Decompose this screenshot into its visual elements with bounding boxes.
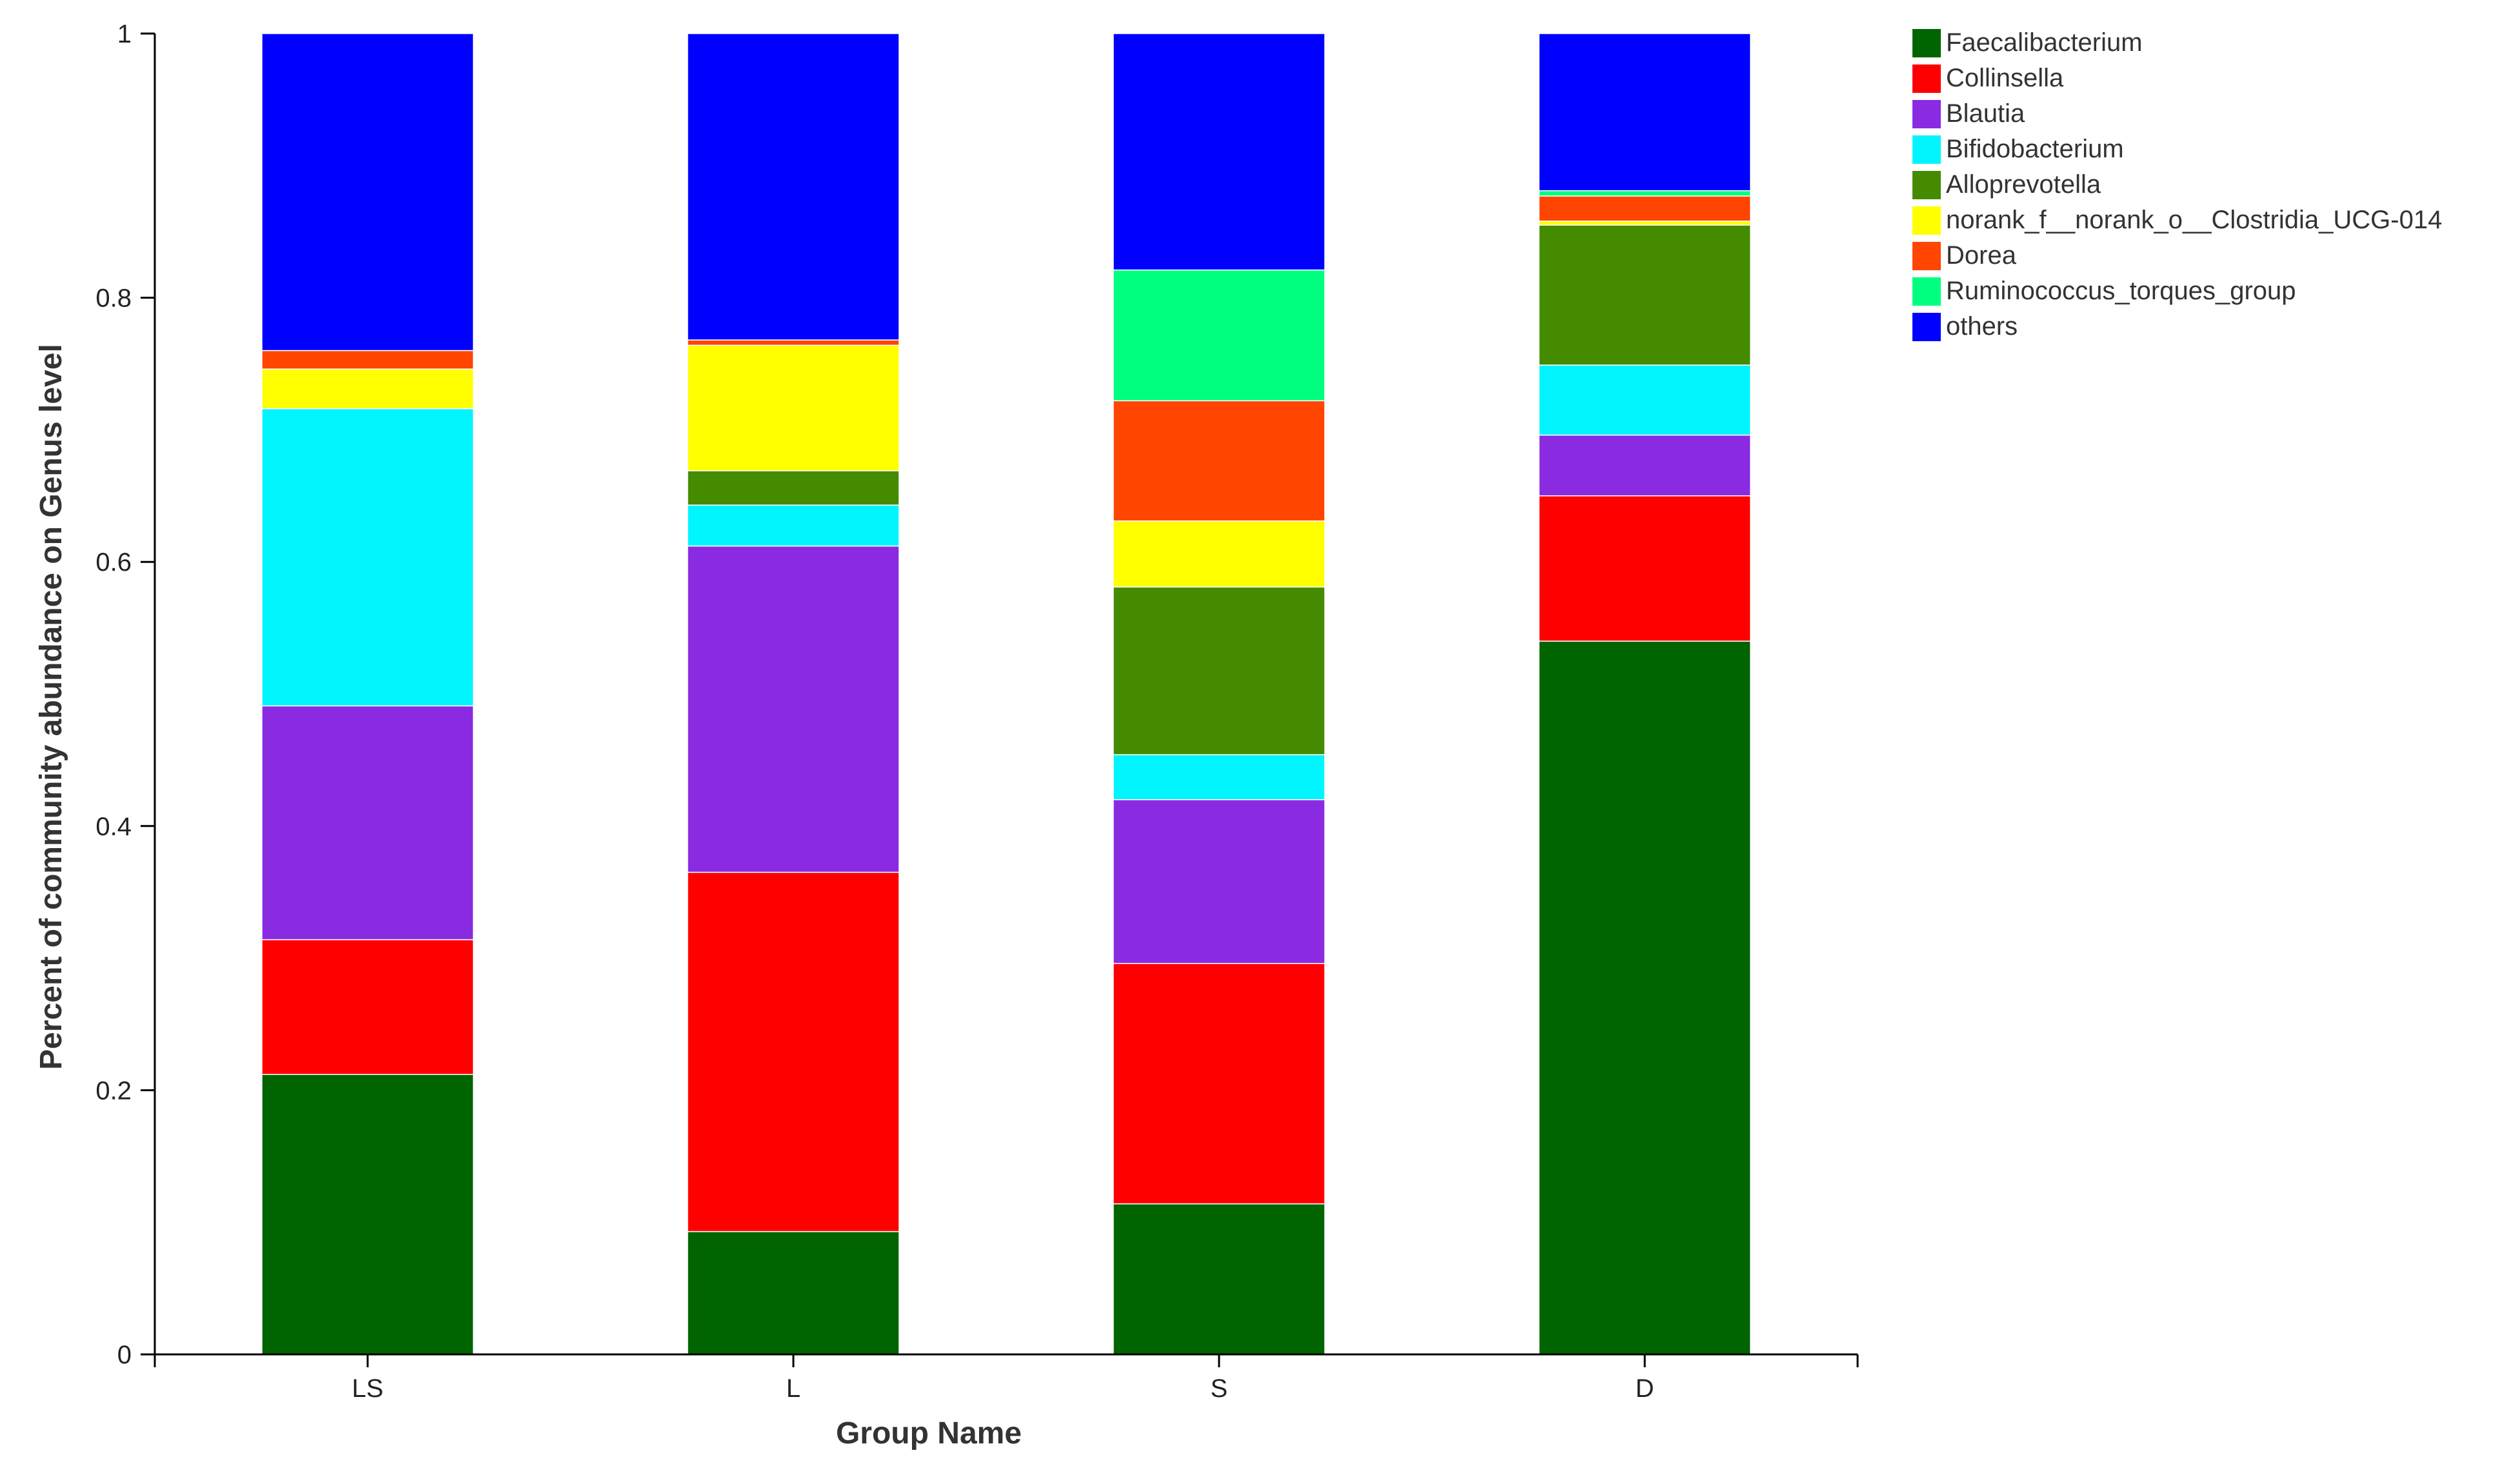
legend-label: Ruminococcus_torques_group [1946,277,2296,305]
legend-label: others [1946,312,2018,341]
y-axis-title: Percent of community abundance on Genus … [34,344,68,1070]
legend-swatch [1912,29,1941,57]
bars [261,33,1751,1355]
x-tick-label: L [786,1374,800,1403]
y-tick-label: 0.6 [95,548,132,577]
bar-segment-L-6 [687,339,900,346]
x-tick-label: S [1211,1374,1228,1403]
x-tick-label: LS [352,1374,384,1403]
y-ticks: 0 0.2 0.4 0.6 0.8 1 [95,20,155,1369]
bar-segment-LS-0 [261,1074,474,1355]
legend-label: Collinsella [1946,64,2064,92]
bar-segment-D-4 [1538,224,1751,366]
bar-segment-D-6 [1538,195,1751,222]
bar-segment-D-1 [1538,495,1751,642]
legend-swatch [1912,277,1941,306]
bar-segment-L-5 [687,344,900,471]
bar-segment-S-3 [1113,754,1325,800]
y-tick-label: 0.2 [95,1076,132,1105]
bar-segment-D-8 [1538,33,1751,192]
y-tick-label: 1 [117,20,132,48]
bar-segment-S-6 [1113,400,1325,522]
legend-swatch [1912,313,1941,341]
legend: Faecalibacterium Collinsella Blautia Bifido… [1912,28,2442,341]
bar-segment-LS-3 [261,408,474,707]
x-ticks: LS L S D [154,1354,1859,1403]
legend-swatch [1912,100,1941,128]
axes: 00.20.40.60.81 LS L S D [95,20,1859,1403]
legend-label: Blautia [1946,99,2025,128]
x-tick-label: D [1636,1374,1654,1403]
bar-segment-D-5 [1538,221,1751,226]
bar-segment-L-8 [687,33,900,341]
legend-label: norank_f__norank_o__Clostridia_UCG-014 [1946,206,2442,234]
legend-label: Dorea [1946,241,2017,270]
legend-swatch [1912,135,1941,164]
y-tick-label: 0.4 [95,813,132,841]
bar-segment-S-1 [1113,963,1325,1205]
bar-segment-S-0 [1113,1203,1325,1355]
y-tick-label: 0.8 [95,284,132,313]
bar-segment-D-0 [1538,640,1751,1355]
bar-segment-S-5 [1113,520,1325,588]
bar-segment-S-4 [1113,586,1325,755]
bar-segment-L-2 [687,545,900,873]
bar-segment-D-3 [1538,364,1751,436]
legend-swatch [1912,206,1941,235]
bar-segment-LS-8 [261,33,474,351]
y-tick-label: 0 [117,1341,132,1369]
legend-swatch [1912,171,1941,199]
legend-label: Bifidobacterium [1946,135,2124,163]
bar-segment-LS-6 [261,350,474,370]
bar-segment-D-7 [1538,190,1751,197]
bar-segment-S-7 [1113,269,1325,402]
x-axis-title: Group Name [836,1416,1022,1450]
bar-segment-D-2 [1538,434,1751,497]
legend-swatch [1912,64,1941,93]
bar-segment-S-2 [1113,799,1325,964]
bar-segment-L-1 [687,871,900,1232]
bar-segment-LS-5 [261,368,474,410]
legend-label: Alloprevotella [1946,170,2101,199]
bar-segment-L-4 [687,470,900,506]
legend-label: Faecalibacterium [1946,28,2143,57]
bar-segment-LS-1 [261,939,474,1075]
bar-segment-LS-2 [261,705,474,940]
bar-segment-L-3 [687,504,900,547]
legend-swatch [1912,242,1941,270]
bar-segment-L-0 [687,1231,900,1355]
bar-segment-S-8 [1113,33,1325,271]
